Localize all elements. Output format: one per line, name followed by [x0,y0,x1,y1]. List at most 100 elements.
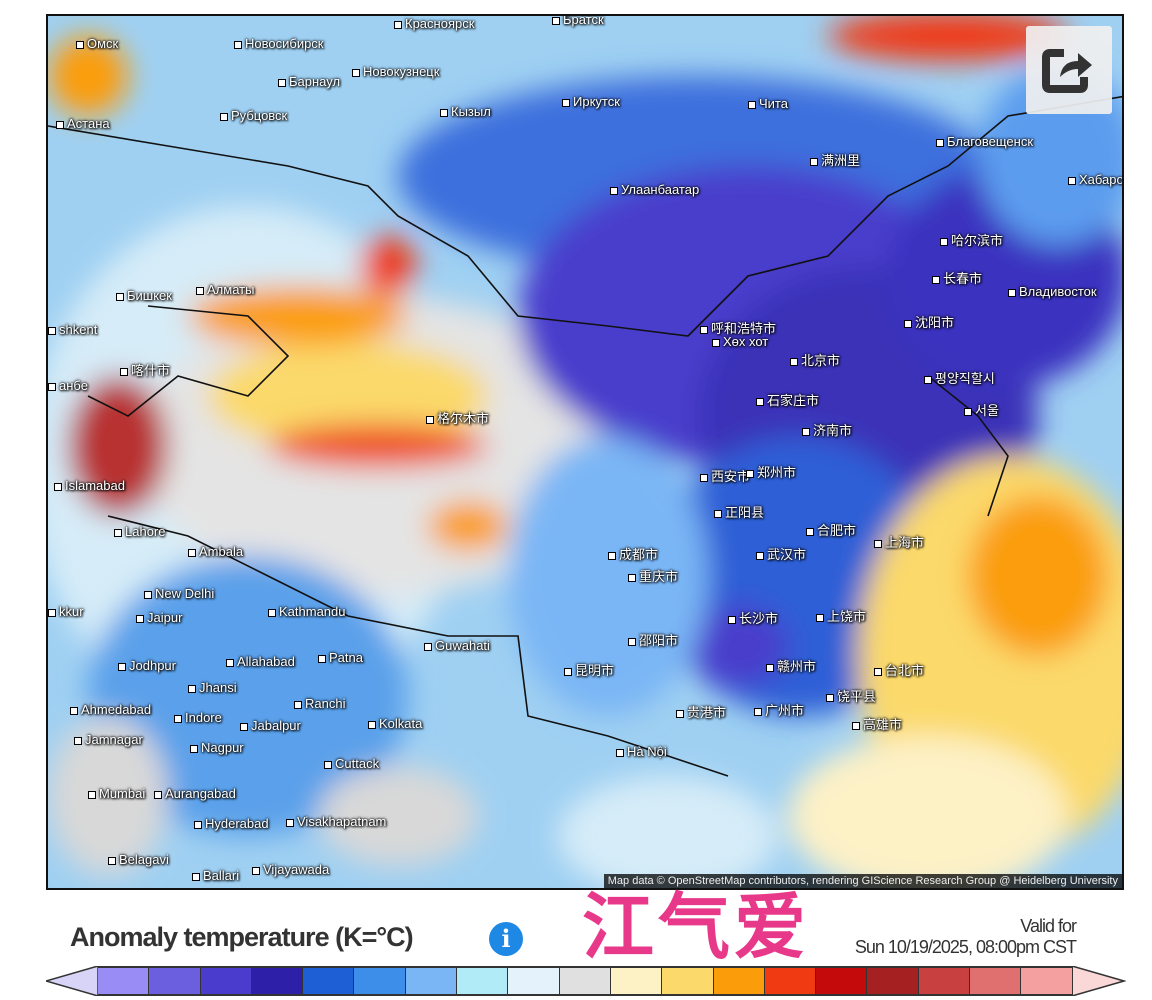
city-label: Aurangabad [154,786,236,801]
city-label: 贵港市 [676,702,726,721]
legend-color-box [662,968,714,994]
city-label: Хабаро [1068,172,1122,187]
city-label: Иркутск [562,94,620,109]
city-label: Новосибирск [234,36,324,51]
legend-color-box [867,968,919,994]
city-label: Братск [552,16,604,27]
legend-color-box [251,968,304,994]
city-label: Jabalpur [240,718,301,733]
city-label: 台北市 [874,660,924,679]
city-label: Lahore [114,524,165,539]
city-label: 合肥市 [806,520,856,539]
city-label: 重庆市 [628,566,678,585]
city-label: 满洲里 [810,150,860,169]
legend-color-box [508,968,560,994]
city-label: 格尔木市 [426,408,489,427]
valid-time: Valid for Sun 10/19/2025, 08:00pm CST [854,916,1077,958]
city-label: Новокузнецк [352,64,439,79]
legend-high-arrow [1071,966,1126,996]
city-label: 正阳县 [714,502,764,521]
share-icon [1042,49,1092,93]
city-label: 高雄市 [852,714,902,733]
city-label: Kolkata [368,716,422,731]
city-label: Омск [76,36,118,51]
city-label: 西安市 [700,466,750,485]
city-label: Рубцовск [220,108,287,123]
city-label: Алматы [196,282,254,297]
city-label: 呼和浩特市 [700,318,776,337]
city-label: 郑州市 [746,462,796,481]
legend-color-box [816,968,868,994]
city-label: Красноярск [394,16,474,31]
city-label: Ahmedabad [70,702,151,717]
city-label: Islamabad [54,478,125,493]
city-label: анбе [48,378,88,393]
city-label: Guwahati [424,638,490,653]
valid-label: Valid for [1020,916,1077,936]
legend-color-box [610,968,663,994]
city-label: 济南市 [802,420,852,439]
city-label: Visakhapatnam [286,814,386,829]
city-label: Mumbai [88,786,145,801]
city-label: Ranchi [294,696,345,711]
city-label: 邵阳市 [628,630,678,649]
city-label: 长沙市 [728,608,778,627]
city-label: 哈尔滨市 [940,230,1003,249]
city-label: 饶平县 [826,686,876,705]
city-label: 武汉市 [756,544,806,563]
city-label: Чита [748,96,788,111]
city-label: Ballari [192,868,239,883]
city-label: Хөх хот [712,334,768,349]
city-label: 上饶市 [816,606,866,625]
legend-color-box [303,968,355,994]
city-label: Улаанбаатар [610,182,699,197]
city-label: 石家庄市 [756,390,819,409]
city-label: Jhansi [188,680,237,695]
city-label: 广州市 [754,700,804,719]
city-label: Hà Nội [616,744,667,759]
city-label: Владивосток [1008,284,1097,299]
legend-color-box [354,968,406,994]
city-label: Jaipur [136,610,182,625]
legend-color-box [457,968,509,994]
city-label: Jamnagar [74,732,143,747]
city-label: 沈阳市 [904,312,954,331]
legend-color-box [405,968,458,994]
city-label: 北京市 [790,350,840,369]
city-label: Ambala [188,544,243,559]
legend-color-box [1021,968,1073,994]
city-label: Hyderabad [194,816,269,831]
city-label: Belagavi [108,852,169,867]
legend-color-box [98,968,150,994]
city-label: Кызыл [440,104,491,119]
watermark: 江气爱 [582,888,811,968]
city-label: 成都市 [608,544,658,563]
city-label: 喀什市 [120,360,170,379]
city-label: Kathmandu [268,604,346,619]
legend-low-arrow [46,966,99,996]
city-label: Барнаул [278,74,340,89]
city-label: 昆明市 [564,660,614,679]
temperature-anomaly-map[interactable]: Омск Новосибирск Барнаул Новокузнецк Красноя… [46,14,1124,890]
legend-color-box [149,968,201,994]
info-icon[interactable]: i [489,922,523,956]
city-label: shkent [48,322,97,337]
legend-color-box [559,968,611,994]
city-label: New Delhi [144,586,214,601]
city-label: Indore [174,710,222,725]
valid-datetime: Sun 10/19/2025, 08:00pm CST [854,937,1077,957]
city-label: 长春市 [932,268,982,287]
legend-color-box [200,968,252,994]
city-label: 赣州市 [766,656,816,675]
city-label: kkur [48,604,84,619]
city-label: Cuttack [324,756,379,771]
city-label: 上海市 [874,532,924,551]
color-legend [46,966,1126,996]
city-label: Благовещенск [936,134,1033,149]
city-label: Vijayawada [252,862,329,877]
share-button[interactable] [1026,26,1112,114]
city-label: Allahabad [226,654,295,669]
map-attribution[interactable]: Map data © OpenStreetMap contributors, r… [603,874,1122,888]
legend-color-boxes [98,966,1073,996]
legend-color-box [713,968,765,994]
